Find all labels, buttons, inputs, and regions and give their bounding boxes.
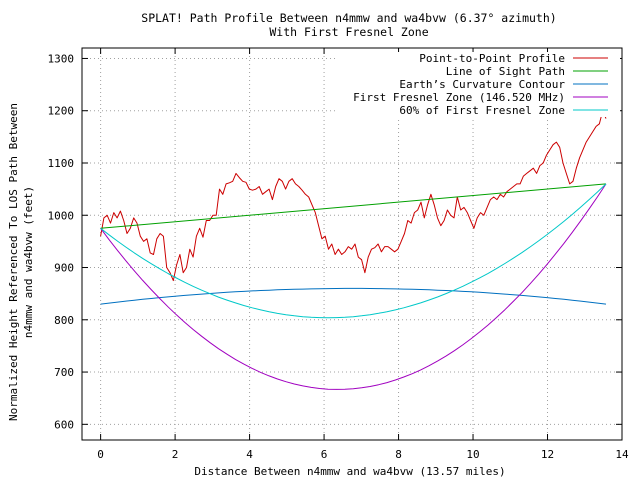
y-tick-label: 600 [54, 418, 74, 431]
y-tick-label: 1100 [48, 157, 75, 170]
y-tick-label: 1300 [48, 52, 75, 65]
legend-label: 60% of First Fresnel Zone [399, 104, 565, 117]
y-tick-label: 1000 [48, 209, 75, 222]
plot-frame [81, 47, 623, 441]
y-tick-label: 900 [54, 262, 74, 275]
legend-background [336, 65, 620, 78]
x-tick-label: 14 [615, 448, 629, 461]
legend-label: Earth’s Curvature Contour [399, 78, 565, 91]
x-tick-label: 8 [395, 448, 402, 461]
y-tick-label: 1200 [48, 105, 75, 118]
x-axis-label: Distance Between n4mmw and wa4bvw (13.57… [194, 465, 505, 478]
legend-label: First Fresnel Zone (146.520 MHz) [353, 91, 565, 104]
x-tick-label: 0 [97, 448, 104, 461]
axes: 600 700 800 900 1000 1100 1200 1300 0 2 4 6 8 10 12 14 [48, 48, 629, 461]
chart-title: SPLAT! Path Profile Between n4mmw and wa… [141, 11, 556, 25]
legend-background [336, 91, 620, 104]
x-tick-label: 6 [321, 448, 328, 461]
chart-subtitle: With First Fresnel Zone [269, 25, 428, 39]
series-line-earth-curvature [100, 287, 607, 305]
x-tick-label: 12 [541, 448, 554, 461]
y-tick-label: 700 [54, 366, 74, 379]
series-lines [100, 110, 607, 390]
x-tick-label: 2 [172, 448, 179, 461]
series-line-first-fresnel-zone [100, 183, 607, 390]
legend-background [336, 78, 620, 91]
legend-background [336, 104, 620, 117]
series-line-line-of-sight [100, 183, 607, 229]
y-axis-label-line2: n4mmw and wa4bvw (feet) [22, 186, 35, 338]
series-line-profile [100, 110, 607, 282]
legend-label: Point-to-Point Profile [419, 52, 565, 65]
y-tick-label: 800 [54, 314, 74, 327]
legend-background [336, 52, 620, 65]
x-tick-label: 4 [246, 448, 253, 461]
legend-label: Line of Sight Path [446, 65, 565, 78]
x-tick-label: 10 [466, 448, 479, 461]
y-axis-label-line1: Normalized Height Referenced To LOS Path… [7, 103, 20, 421]
series-line-sixty-percent-fresnel [100, 183, 607, 319]
